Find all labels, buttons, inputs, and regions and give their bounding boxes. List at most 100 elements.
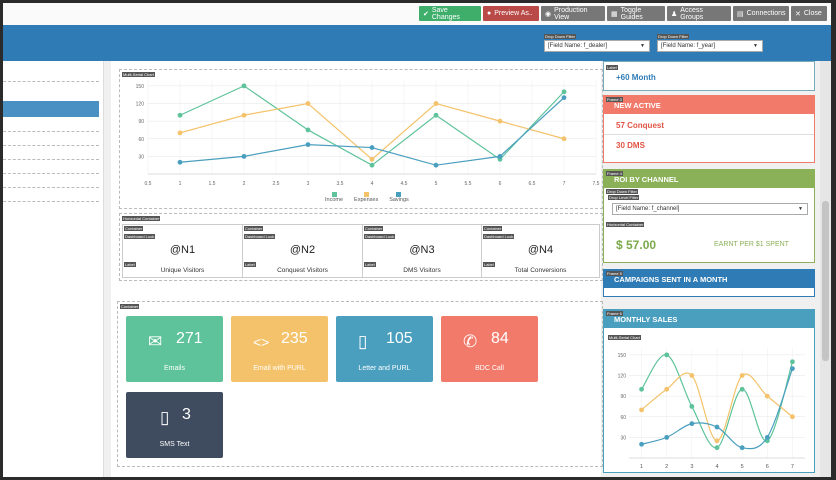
data-point	[689, 404, 695, 409]
data-point	[369, 145, 375, 150]
monthly-sales-chart: 150 120 90 60 30 1 2 3 4 5 6 7	[618, 348, 805, 470]
preview-as-button[interactable]: ● Preview As..	[483, 6, 539, 21]
data-point	[739, 445, 745, 451]
x-tick-label: 7	[563, 181, 566, 187]
stats-row: Container Dashboard Look @N1 Label Uniqu…	[122, 224, 600, 278]
data-point	[689, 421, 695, 427]
stat-dms-visitors[interactable]: Container Dashboard Look @N3 Label DMS V…	[363, 225, 482, 277]
data-point	[497, 118, 503, 124]
tile-emails[interactable]: ✉ 271 Emails	[126, 316, 223, 382]
legend-swatch	[396, 192, 402, 197]
sidebar-divider	[3, 81, 99, 82]
chart-caption: Multi-Serial Chart	[122, 72, 155, 77]
x-tick-label: 3	[307, 181, 310, 187]
tile-bdc-call[interactable]: ✆ 84 BDC Call	[441, 316, 538, 382]
y-tick-label: 120	[618, 374, 627, 380]
legend-item: Expenses	[354, 192, 378, 203]
y-tick-label: 150	[618, 353, 627, 359]
phone-icon: ✆	[463, 332, 478, 351]
data-point	[664, 352, 670, 358]
production-view-button[interactable]: ◉ Production View	[541, 6, 605, 21]
stat-total-conversions[interactable]: Container Dashboard Look @N4 Label Total…	[483, 226, 567, 274]
x-tick-label: 3	[690, 464, 693, 470]
close-button[interactable]: ✕ Close	[791, 6, 827, 21]
check-icon: ✔	[423, 10, 429, 18]
data-point	[664, 434, 670, 440]
code-icon: <>	[253, 334, 270, 350]
legend-swatch	[331, 192, 337, 197]
chevron-down-icon: ▼	[640, 43, 645, 49]
campaigns-card[interactable]: CAMPAIGNS SENT IN A MONTH Frame 5	[603, 269, 815, 297]
save-changes-button[interactable]: ✔ Save Changes	[419, 6, 481, 21]
data-point	[639, 441, 644, 447]
x-tick-label: 2	[665, 464, 668, 470]
data-point	[561, 95, 567, 101]
vertical-scrollbar[interactable]	[820, 61, 831, 477]
y-tick-label: 150	[136, 84, 145, 90]
database-icon: ▤	[737, 10, 744, 18]
grid-icon: ▦	[611, 10, 618, 18]
envelope-icon: ✉	[148, 332, 163, 351]
data-point	[790, 366, 795, 372]
left-sidebar	[3, 61, 104, 477]
data-point	[764, 393, 770, 399]
x-tick-label: 2.5	[273, 181, 280, 187]
close-icon: ✕	[795, 10, 801, 18]
new-active-title: NEW ACTIVE	[604, 96, 814, 114]
x-tick-label: 0.5	[145, 181, 152, 187]
year-dropdown[interactable]: [Field Name: f_year] ▼	[657, 40, 763, 52]
container-caption: Horizontal Container	[122, 216, 161, 221]
data-point	[790, 414, 795, 420]
user-icon: ●	[487, 10, 492, 17]
roi-by-channel-card[interactable]: ROI BY CHANNEL Frame 4 Drop Down Filter …	[603, 169, 815, 263]
monthly-sales-title: MONTHLY SALES	[604, 310, 814, 328]
data-point	[433, 112, 439, 118]
header-bar: Drop Down Filter [Field Name: f_dealer] ▼…	[3, 25, 831, 61]
data-point	[305, 142, 311, 148]
data-point	[714, 445, 720, 451]
sidebar-divider	[3, 187, 99, 188]
dealer-dropdown[interactable]: [Field Name: f_dealer] ▼	[544, 40, 650, 52]
tile-email-with-purl[interactable]: <> 235 Email with PURL	[231, 316, 328, 382]
stat-conquest-visitors[interactable]: Container Dashboard Look @N2 Label Conqu…	[243, 225, 363, 277]
connections-button[interactable]: ▤ Connections	[733, 6, 789, 21]
sidebar-selected-item[interactable]	[3, 101, 99, 117]
monthly-sales-card[interactable]: MONTHLY SALES Frame 6 Multi-Serial Chart…	[603, 309, 815, 473]
sidebar-divider	[3, 131, 99, 132]
x-tick-label: 6.5	[529, 181, 536, 187]
access-groups-button[interactable]: ♟ Access Groups	[667, 6, 731, 21]
file-icon: ▯	[358, 332, 368, 351]
new-active-card[interactable]: NEW ACTIVE Frame 3 57 Conquest 30 DMS	[603, 95, 815, 163]
toggle-guides-button[interactable]: ▦ Toggle Guides	[607, 6, 665, 21]
filter-caption: Drop Down Filter	[544, 34, 577, 39]
x-tick-label: 1	[179, 181, 182, 187]
stats-container: Horizontal Container Container Dashboard…	[119, 213, 603, 281]
tile-sms-text[interactable]: ▯ 3 SMS Text	[126, 392, 223, 458]
main-canvas: Multi-Serial Chart 150 120 90 60 30 0.5 1 1.5 2 2…	[111, 61, 603, 477]
eye-icon: ◉	[545, 10, 552, 18]
x-tick-label: 4	[715, 464, 718, 470]
chevron-down-icon: ▼	[798, 206, 803, 212]
top-toolbar: ✔ Save Changes ● Preview As.. ◉ Production …	[3, 3, 831, 26]
chart-legend: Income Expenses Savings	[325, 192, 409, 203]
x-tick-label: 7.5	[593, 181, 600, 187]
data-point	[739, 386, 745, 392]
tile-letter-and-purl[interactable]: ▯ 105 Letter and PURL	[336, 316, 433, 382]
legend-swatch	[363, 192, 369, 197]
y-tick-label: 120	[136, 102, 145, 108]
roi-title: ROI BY CHANNEL	[604, 170, 814, 188]
sidebar-divider	[3, 201, 99, 202]
x-tick-label: 2	[243, 181, 246, 187]
main-chart-panel[interactable]: Multi-Serial Chart 150 120 90 60 30 0.5 1 1.5 2 2…	[119, 69, 603, 209]
scrollbar-thumb[interactable]	[822, 201, 829, 361]
data-point	[764, 434, 770, 440]
month-card[interactable]: Label +60 Month	[603, 61, 815, 91]
x-tick-label: 1	[640, 464, 643, 470]
data-point	[177, 112, 183, 118]
stat-unique-visitors[interactable]: Container Dashboard Look @N1 Label Uniqu…	[123, 225, 243, 277]
y-tick-label: 60	[138, 137, 144, 143]
right-column: Label +60 Month NEW ACTIVE Frame 3 57 Co…	[603, 61, 817, 477]
channel-dropdown[interactable]: [Field Name: f_channel] ▼	[612, 203, 808, 215]
data-point	[241, 83, 247, 89]
data-point	[305, 101, 311, 106]
